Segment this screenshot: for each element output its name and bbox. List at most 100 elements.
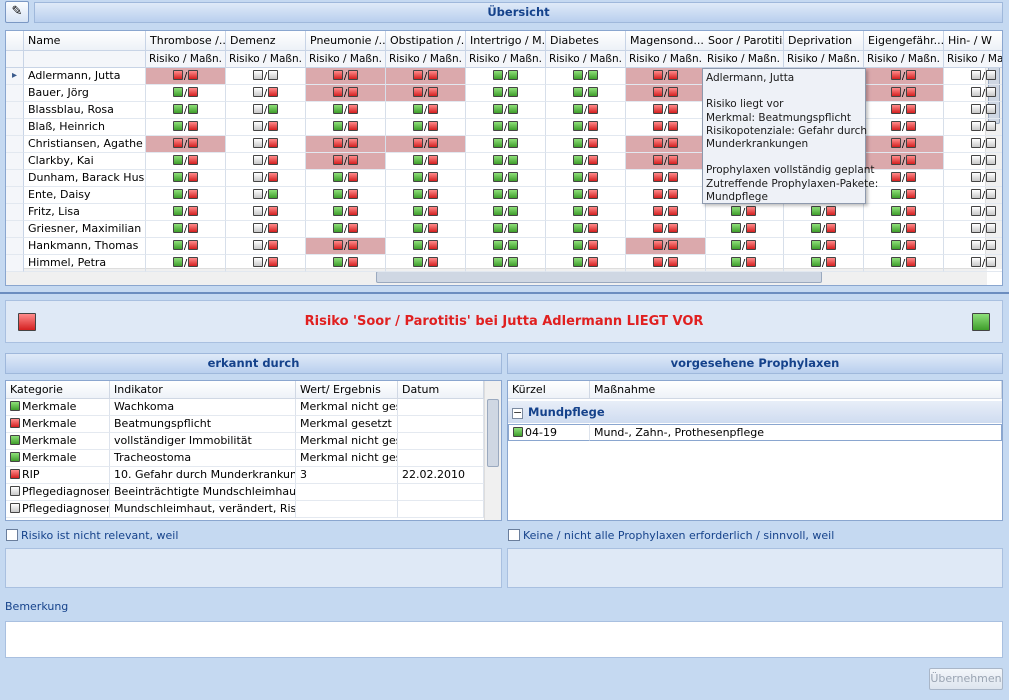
not-relevant-checkbox[interactable]: Risiko ist nicht relevant, weil xyxy=(6,529,178,542)
grid-cell[interactable]: / xyxy=(466,85,546,102)
not-required-reason-field[interactable] xyxy=(507,548,1003,588)
grid-cell[interactable]: / xyxy=(626,102,706,119)
detected-row-indicator[interactable]: Tracheostoma xyxy=(110,450,296,467)
grid-cell[interactable]: / xyxy=(386,136,466,153)
grid-cell[interactable]: / xyxy=(626,170,706,187)
grid-cell[interactable]: / xyxy=(864,204,944,221)
detected-row-value[interactable]: 3 xyxy=(296,467,398,484)
group-row-mundpflege[interactable]: − Mundpflege xyxy=(508,401,1002,423)
grid-cell[interactable]: / xyxy=(306,102,386,119)
checkbox-box[interactable] xyxy=(508,529,520,541)
row-indicator[interactable] xyxy=(6,238,24,255)
grid-cell[interactable]: / xyxy=(864,136,944,153)
detected-row-indicator[interactable]: Beatmungspflicht xyxy=(110,416,296,433)
grid-cell[interactable]: / xyxy=(626,238,706,255)
grid-cell[interactable]: / xyxy=(466,221,546,238)
grid-cell[interactable]: / xyxy=(864,102,944,119)
grid-column-header[interactable]: Soor / Parotitis xyxy=(704,31,784,51)
detected-column-header[interactable]: Indikator xyxy=(110,381,296,399)
detected-row-date[interactable] xyxy=(398,501,484,518)
grid-cell[interactable]: / xyxy=(226,136,306,153)
grid-cell[interactable]: / xyxy=(864,255,944,272)
detected-row-indicator[interactable]: vollständiger Immobilität xyxy=(110,433,296,450)
grid-cell[interactable]: / xyxy=(546,153,626,170)
grid-cell[interactable]: / xyxy=(306,221,386,238)
grid-cell[interactable]: / xyxy=(546,187,626,204)
grid-column-header[interactable]: Demenz xyxy=(226,31,306,51)
grid-cell[interactable]: / xyxy=(226,238,306,255)
grid-cell[interactable]: / xyxy=(226,204,306,221)
grid-cell[interactable]: / xyxy=(386,204,466,221)
table-row-name[interactable]: Bauer, Jörg xyxy=(24,85,146,102)
grid-cell[interactable]: / xyxy=(146,85,226,102)
grid-cell[interactable]: / xyxy=(386,187,466,204)
grid-cell[interactable]: / xyxy=(944,102,1002,119)
remark-field[interactable] xyxy=(5,621,1003,658)
grid-cell[interactable]: / xyxy=(306,255,386,272)
grid-column-header[interactable]: Intertrigo / M... xyxy=(466,31,546,51)
prophylaxis-code[interactable]: 04-19 xyxy=(508,424,590,441)
grid-cell[interactable]: / xyxy=(546,238,626,255)
detected-row-value[interactable] xyxy=(296,484,398,501)
prophylaxis-measure[interactable]: Mund-, Zahn-, Prothesenpflege xyxy=(590,424,1002,441)
grid-cell[interactable]: / xyxy=(146,187,226,204)
grid-cell[interactable]: / xyxy=(546,255,626,272)
detected-row-indicator[interactable]: Beeinträchtigte Mundschleimhaut xyxy=(110,484,296,501)
detected-column-header[interactable]: Wert/ Ergebnis xyxy=(296,381,398,399)
grid-cell[interactable]: / xyxy=(146,221,226,238)
grid-cell[interactable]: / xyxy=(466,119,546,136)
grid-column-header[interactable]: Magensond... xyxy=(626,31,706,51)
grid-cell[interactable]: / xyxy=(626,187,706,204)
grid-cell[interactable]: / xyxy=(784,204,864,221)
grid-cell[interactable]: / xyxy=(466,204,546,221)
grid-cell[interactable]: / xyxy=(546,85,626,102)
row-indicator[interactable] xyxy=(6,255,24,272)
row-indicator[interactable] xyxy=(6,221,24,238)
grid-cell[interactable]: / xyxy=(864,68,944,85)
grid-cell[interactable]: / xyxy=(944,221,1002,238)
grid-cell[interactable]: / xyxy=(944,238,1002,255)
grid-cell[interactable]: / xyxy=(466,170,546,187)
grid-cell[interactable]: / xyxy=(546,119,626,136)
detected-row-date[interactable]: 22.02.2010 xyxy=(398,467,484,484)
grid-cell[interactable]: / xyxy=(626,255,706,272)
grid-cell[interactable]: / xyxy=(864,187,944,204)
table-row-name[interactable]: Christiansen, Agathe xyxy=(24,136,146,153)
detected-row-date[interactable] xyxy=(398,399,484,416)
grid-cell[interactable]: / xyxy=(626,68,706,85)
table-row-name[interactable]: Blaß, Heinrich xyxy=(24,119,146,136)
grid-cell[interactable]: / xyxy=(944,119,1002,136)
grid-column-header[interactable]: Obstipation /... xyxy=(386,31,466,51)
grid-cell[interactable]: / xyxy=(626,119,706,136)
grid-cell[interactable]: / xyxy=(864,85,944,102)
detected-scrollbar[interactable] xyxy=(484,381,501,520)
grid-cell[interactable]: / xyxy=(944,187,1002,204)
grid-cell[interactable]: / xyxy=(386,170,466,187)
grid-cell[interactable]: / xyxy=(146,68,226,85)
grid-cell[interactable]: / xyxy=(306,187,386,204)
grid-cell[interactable]: / xyxy=(226,170,306,187)
grid-cell[interactable]: / xyxy=(146,102,226,119)
grid-cell[interactable]: / xyxy=(944,68,1002,85)
grid-cell[interactable]: / xyxy=(466,153,546,170)
grid-cell[interactable]: / xyxy=(944,85,1002,102)
grid-cell[interactable]: / xyxy=(944,204,1002,221)
grid-cell[interactable]: / xyxy=(546,204,626,221)
grid-cell[interactable]: / xyxy=(226,255,306,272)
row-indicator[interactable] xyxy=(6,170,24,187)
grid-cell[interactable]: / xyxy=(306,170,386,187)
row-indicator[interactable] xyxy=(6,187,24,204)
grid-cell[interactable]: / xyxy=(626,136,706,153)
grid-cell[interactable]: / xyxy=(864,119,944,136)
table-row-name[interactable]: Blassblau, Rosa xyxy=(24,102,146,119)
table-row-name[interactable]: Dunham, Barack Hus... xyxy=(24,170,146,187)
grid-cell[interactable]: / xyxy=(386,85,466,102)
grid-cell[interactable]: / xyxy=(306,68,386,85)
grid-cell[interactable]: / xyxy=(944,255,1002,272)
grid-cell[interactable]: / xyxy=(386,238,466,255)
table-row-name[interactable]: Hankmann, Thomas xyxy=(24,238,146,255)
grid-cell[interactable]: / xyxy=(944,136,1002,153)
grid-cell[interactable]: / xyxy=(944,170,1002,187)
row-indicator[interactable] xyxy=(6,204,24,221)
grid-cell[interactable]: / xyxy=(466,136,546,153)
